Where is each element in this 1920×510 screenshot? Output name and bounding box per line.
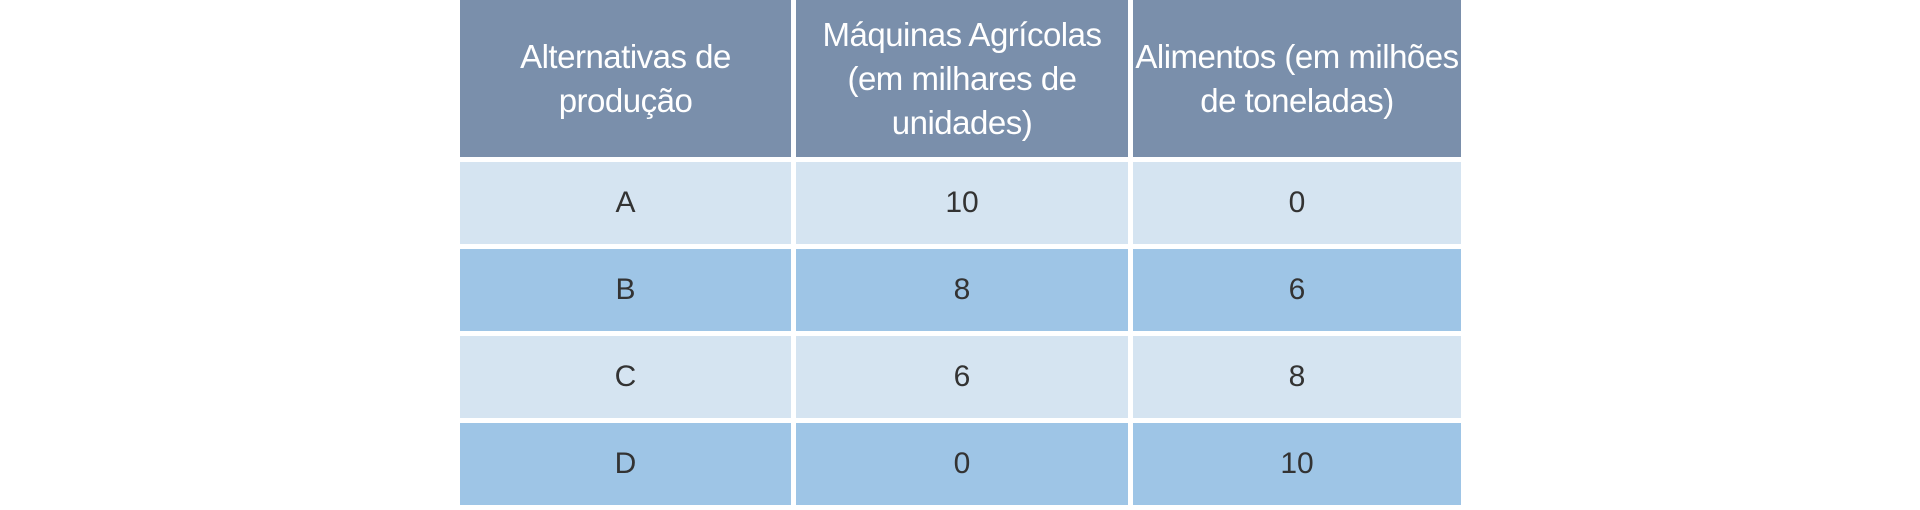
header-production-alternatives: Alternativas de produção	[460, 0, 791, 157]
cell-alternative: B	[460, 249, 791, 331]
table-header-row: Alternativas de produção Máquinas Agríco…	[460, 0, 1461, 157]
production-table-container: Alternativas de produção Máquinas Agríco…	[460, 0, 1461, 510]
table-row: B 8 6	[460, 249, 1461, 331]
table-row: D 0 10	[460, 423, 1461, 505]
cell-machines: 10	[796, 162, 1128, 244]
table-row: C 6 8	[460, 336, 1461, 418]
cell-food: 10	[1133, 423, 1461, 505]
production-alternatives-table: Alternativas de produção Máquinas Agríco…	[455, 0, 1466, 510]
cell-machines: 0	[796, 423, 1128, 505]
cell-alternative: D	[460, 423, 791, 505]
cell-alternative: A	[460, 162, 791, 244]
cell-food: 6	[1133, 249, 1461, 331]
cell-food: 8	[1133, 336, 1461, 418]
cell-machines: 6	[796, 336, 1128, 418]
cell-alternative: C	[460, 336, 791, 418]
cell-machines: 8	[796, 249, 1128, 331]
header-food: Alimentos (em milhões de toneladas)	[1133, 0, 1461, 157]
table-row: A 10 0	[460, 162, 1461, 244]
cell-food: 0	[1133, 162, 1461, 244]
header-agricultural-machines: Máquinas Agrícolas (em milhares de unida…	[796, 0, 1128, 157]
